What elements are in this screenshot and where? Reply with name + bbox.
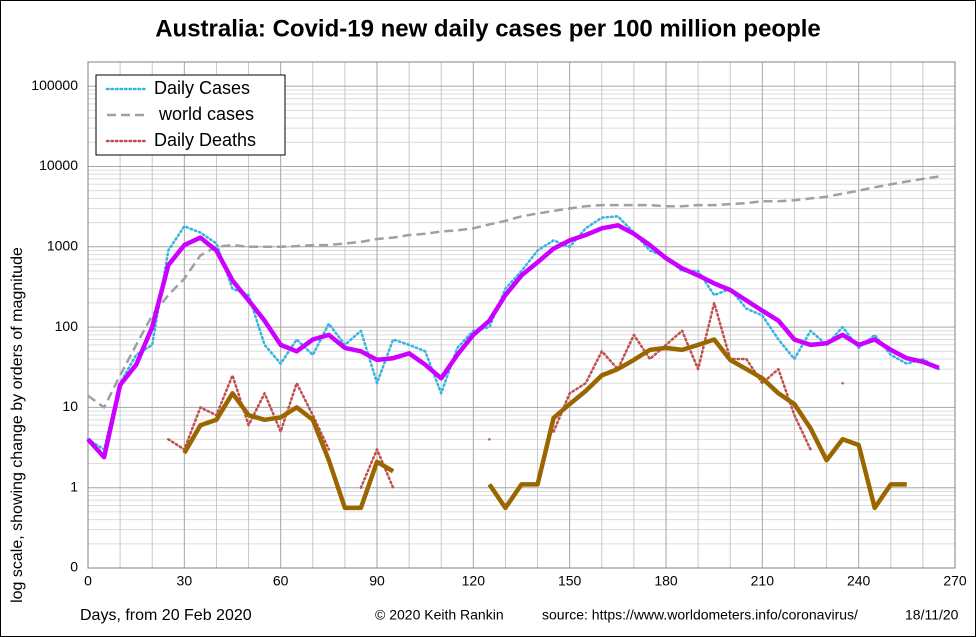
- legend-label: Daily Deaths: [154, 130, 256, 150]
- series-line: [182, 391, 395, 511]
- series-line: [86, 215, 941, 451]
- x-tick-label: 60: [273, 573, 289, 589]
- x-tick-label: 0: [84, 573, 92, 589]
- y-tick-label: 10000: [39, 157, 78, 173]
- series-line: [487, 337, 907, 511]
- source: source: https://www.worldometers.info/co…: [542, 607, 858, 623]
- y-tick-label: 100: [55, 318, 79, 334]
- x-tick-label: 90: [369, 573, 385, 589]
- x-axis-label: Days, from 20 Feb 2020: [80, 607, 252, 624]
- series-line: [86, 223, 940, 460]
- x-tick-label: 210: [751, 573, 775, 589]
- x-tick-label: 30: [177, 573, 193, 589]
- x-tick-label: 240: [847, 573, 871, 589]
- x-tick-label: 120: [462, 573, 486, 589]
- y-tick-label: 10: [62, 398, 78, 414]
- data-point: [488, 438, 491, 441]
- legend-label: Daily Cases: [154, 78, 250, 98]
- series-line: [87, 175, 940, 409]
- plot-border: [87, 61, 956, 569]
- y-tick-label: 1: [70, 478, 78, 494]
- x-tick-label: 270: [943, 573, 967, 589]
- legend-label: world cases: [154, 104, 254, 124]
- y-tick-label: 1000: [47, 237, 78, 253]
- date: 18/11/20: [905, 607, 959, 623]
- y-axis-label: log scale, showing change by orders of m…: [9, 247, 26, 603]
- y-tick-label: 100000: [31, 77, 78, 93]
- x-tick-label: 180: [654, 573, 678, 589]
- copyright: © 2020 Keith Rankin: [375, 607, 504, 623]
- x-tick-label: 150: [558, 573, 582, 589]
- series-line: [552, 301, 812, 451]
- series-line: [167, 374, 331, 451]
- chart-title: Australia: Covid-19 new daily cases per …: [155, 15, 821, 42]
- data-point: [841, 381, 844, 385]
- series-line: [359, 448, 395, 489]
- y-tick-label: 0: [70, 559, 78, 575]
